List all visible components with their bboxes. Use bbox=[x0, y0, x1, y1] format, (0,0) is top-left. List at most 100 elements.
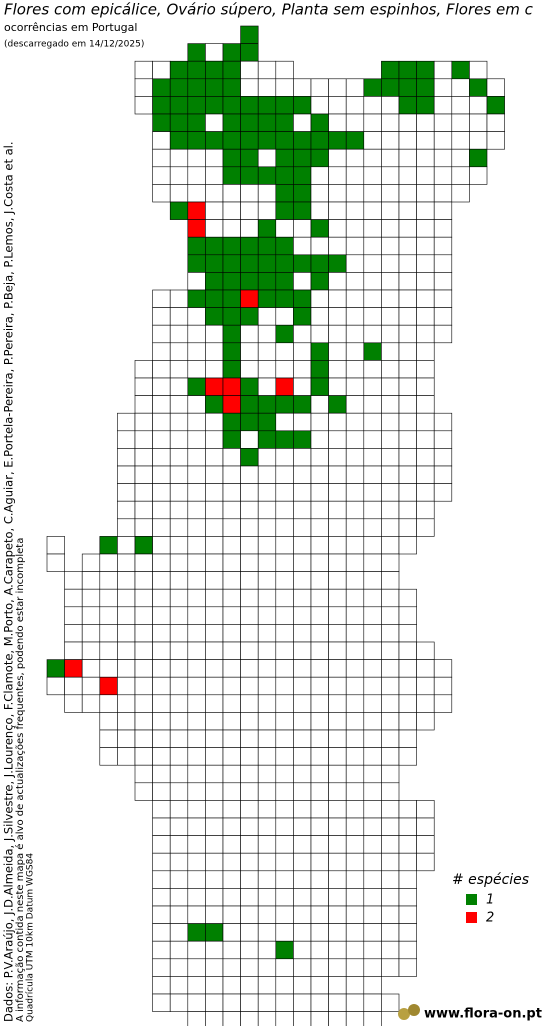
cell bbox=[310, 500, 329, 520]
occupied-cell bbox=[240, 448, 259, 467]
cell bbox=[363, 184, 382, 203]
occupied-cell bbox=[275, 113, 294, 132]
cell bbox=[205, 184, 224, 203]
cell bbox=[416, 694, 435, 713]
cell bbox=[99, 553, 118, 572]
cell bbox=[381, 500, 400, 520]
cell bbox=[205, 430, 224, 449]
cell bbox=[257, 729, 277, 748]
cell bbox=[187, 712, 206, 731]
cell bbox=[222, 764, 241, 784]
cell bbox=[416, 430, 435, 449]
cell bbox=[363, 905, 382, 924]
cell bbox=[381, 518, 400, 537]
cell bbox=[240, 870, 259, 889]
occupied-cell bbox=[205, 78, 224, 97]
cell bbox=[381, 131, 400, 150]
cell bbox=[205, 518, 224, 537]
cell bbox=[240, 641, 259, 660]
cell bbox=[205, 500, 224, 520]
cell bbox=[345, 923, 365, 942]
cell bbox=[345, 976, 365, 995]
cell bbox=[169, 958, 189, 977]
cell bbox=[169, 976, 189, 995]
cell bbox=[363, 254, 382, 273]
cell bbox=[222, 747, 241, 766]
occupied-cell bbox=[240, 289, 259, 308]
occupied-cell bbox=[240, 272, 259, 291]
cell bbox=[381, 659, 400, 678]
cell bbox=[328, 624, 347, 643]
cell bbox=[416, 518, 435, 537]
cell bbox=[134, 571, 153, 590]
cell bbox=[345, 465, 365, 484]
logo: www.flora-on.pt bbox=[424, 1007, 542, 1022]
cell bbox=[152, 782, 171, 801]
cell bbox=[398, 184, 417, 203]
cell bbox=[310, 659, 329, 678]
cell bbox=[416, 465, 435, 484]
cell bbox=[293, 412, 312, 432]
cell bbox=[416, 817, 435, 836]
cell bbox=[293, 588, 312, 608]
occupied-cell bbox=[222, 342, 241, 361]
cell bbox=[240, 694, 259, 713]
occupied-cell bbox=[257, 395, 277, 414]
cell bbox=[310, 729, 329, 748]
cell bbox=[363, 113, 382, 132]
cell bbox=[310, 78, 329, 97]
cell bbox=[293, 571, 312, 590]
cell bbox=[275, 694, 294, 713]
cell bbox=[310, 870, 329, 889]
cell bbox=[275, 712, 294, 731]
cell bbox=[328, 78, 347, 97]
cell bbox=[363, 764, 382, 784]
cell bbox=[257, 448, 277, 467]
occupied-cell bbox=[222, 43, 241, 62]
cell bbox=[310, 518, 329, 537]
cell bbox=[81, 588, 101, 608]
cell bbox=[328, 852, 347, 872]
cell bbox=[169, 888, 189, 907]
cell bbox=[187, 852, 206, 872]
cell bbox=[381, 940, 400, 960]
cell bbox=[187, 782, 206, 801]
cell bbox=[275, 412, 294, 432]
cell bbox=[416, 201, 435, 220]
cell bbox=[187, 888, 206, 907]
cell bbox=[152, 800, 171, 819]
cell bbox=[257, 571, 277, 590]
cell bbox=[293, 764, 312, 784]
cell bbox=[398, 958, 417, 977]
occupied-cell bbox=[152, 78, 171, 97]
cell bbox=[381, 588, 400, 608]
cell bbox=[345, 729, 365, 748]
cell bbox=[363, 148, 382, 168]
cell bbox=[134, 729, 153, 748]
cell bbox=[398, 360, 417, 379]
cell bbox=[187, 729, 206, 748]
cell bbox=[134, 782, 153, 801]
cell bbox=[328, 694, 347, 713]
cell bbox=[134, 78, 153, 97]
cell bbox=[416, 219, 435, 238]
cell bbox=[152, 518, 171, 537]
cell bbox=[293, 729, 312, 748]
cell bbox=[152, 624, 171, 643]
cell bbox=[205, 800, 224, 819]
cell bbox=[328, 448, 347, 467]
cell bbox=[205, 113, 224, 132]
occupied-cell bbox=[257, 272, 277, 291]
cell bbox=[433, 113, 453, 132]
occupied-cell bbox=[187, 131, 206, 150]
occupied-cell bbox=[222, 377, 241, 396]
cell bbox=[99, 588, 118, 608]
cell bbox=[328, 571, 347, 590]
occupied-cell bbox=[293, 96, 312, 115]
cell bbox=[187, 307, 206, 326]
cell bbox=[257, 940, 277, 960]
cell bbox=[363, 940, 382, 960]
cell bbox=[257, 500, 277, 520]
cell bbox=[293, 465, 312, 484]
cell bbox=[398, 448, 417, 467]
